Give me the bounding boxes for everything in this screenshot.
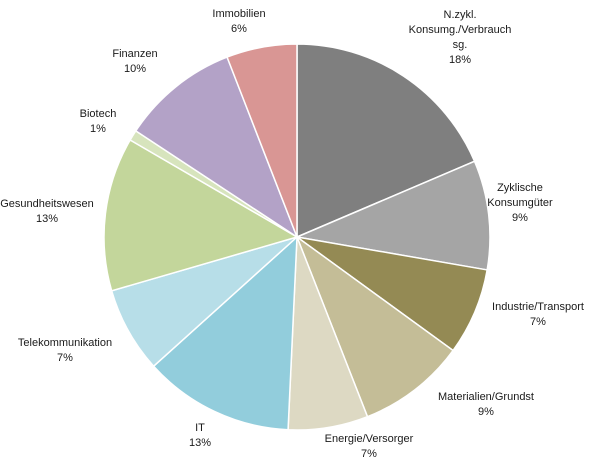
pie-slice-materialien-grundst — [295, 234, 455, 418]
slice-percent-label: 7% — [361, 448, 377, 460]
pie-slice-gesundheitswesen — [103, 138, 299, 292]
slice-category-label: Konsumg./Verbrauch — [409, 24, 512, 36]
slice-percent-label: 13% — [36, 213, 58, 225]
pie-label-materialien-grundst: Materialien/Grundst 9% — [438, 391, 534, 418]
slice-category-label: Materialien/Grundst — [438, 391, 534, 403]
slice-category-label: Zyklische — [497, 182, 543, 194]
slice-category-label: IT — [195, 422, 205, 434]
slice-percent-label: 1% — [90, 123, 106, 135]
pie-label-it: IT 13% — [189, 422, 211, 449]
slice-category-label: N.zykl. — [444, 9, 477, 21]
slice-category-label: Industrie/Transport — [492, 301, 584, 313]
slice-category-label: Immobilien — [212, 8, 265, 20]
slice-category-label: sg. — [453, 39, 468, 51]
pie-label-zyklische-konsumg-ter: Zyklische Konsumgüter 9% — [487, 182, 553, 224]
slice-category-label: Energie/Versorger — [325, 433, 414, 445]
slice-percent-label: 13% — [189, 437, 211, 449]
slice-category-label: Finanzen — [112, 48, 157, 60]
slice-category-label: Konsumgüter — [487, 197, 553, 209]
slice-category-label: Gesundheitswesen — [0, 198, 94, 210]
pie-label-energie-versorger: Energie/Versorger 7% — [325, 433, 414, 460]
slice-percent-label: 6% — [231, 23, 247, 35]
slice-percent-label: 10% — [124, 63, 146, 75]
pie-label-industrie-transport: Industrie/Transport 7% — [492, 301, 584, 328]
pie-label-gesundheitswesen: Gesundheitswesen 13% — [0, 198, 94, 225]
slice-category-label: Telekommunikation — [18, 337, 112, 349]
pie-label-telekommunikation: Telekommunikation 7% — [18, 337, 112, 364]
pie-label-biotech: Biotech 1% — [80, 108, 117, 135]
slice-percent-label: 7% — [57, 352, 73, 364]
pie-slice-finanzen — [134, 56, 299, 239]
pie-slice-n-zykl-konsumg-verbrauch-sg — [296, 43, 476, 239]
slice-category-label: Biotech — [80, 108, 117, 120]
pie-label-immobilien: Immobilien 6% — [212, 8, 265, 35]
pie-slice-zyklische-konsumg-ter — [294, 160, 491, 271]
pie-label-n-zykl-konsumg-verbrauch-sg: N.zykl. Konsumg./Verbrauch sg. 18% — [409, 9, 512, 66]
pie-label-finanzen: Finanzen 10% — [112, 48, 157, 75]
slice-percent-label: 9% — [512, 212, 528, 224]
pie-slice-it — [152, 235, 298, 431]
pie-slice-immobilien — [226, 43, 298, 238]
slice-percent-label: 7% — [530, 316, 546, 328]
slice-percent-label: 9% — [478, 406, 494, 418]
slice-percent-label: 18% — [449, 54, 471, 66]
